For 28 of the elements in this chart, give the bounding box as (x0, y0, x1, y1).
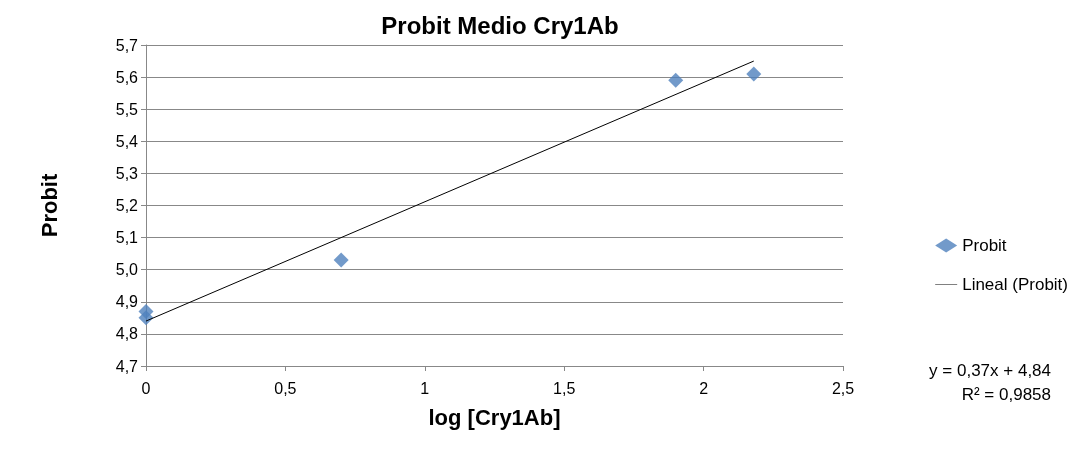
y-tick-label: 4,7 (115, 357, 139, 375)
x-tick-label: 2,5 (831, 379, 855, 397)
text: R² = 0,9858 (961, 385, 1051, 404)
x-axis-title: log [Cry1Ab] (428, 404, 561, 430)
x-tick-label: 2 (699, 379, 709, 397)
point (333, 252, 349, 268)
text: y = 0,37x + 4,84 (929, 361, 1051, 380)
point (668, 72, 684, 88)
y-tick-label: 4,8 (115, 325, 139, 343)
legend-label: Probit (962, 236, 1007, 255)
y-tick-label: 5,1 (115, 229, 139, 247)
x-tick-label: 0,5 (274, 379, 297, 397)
y-tick-label: 4,9 (115, 293, 139, 311)
x-tick-label: 1,5 (553, 379, 576, 397)
y-tick-label: 5,3 (115, 164, 139, 182)
x-tick-label: 1 (420, 379, 430, 397)
point (746, 66, 762, 82)
y-tick-label: 5,5 (115, 100, 139, 118)
y-tick-label: 5,2 (115, 197, 139, 214)
y-tick-label: 5,6 (115, 68, 139, 86)
y-tick-label: 5,4 (115, 132, 139, 150)
x-tick-label: 0 (141, 379, 151, 397)
legend-label: Lineal (Probit) (962, 275, 1068, 294)
y-axis-title: Probit (36, 173, 62, 238)
y-tick-label: 5,0 (115, 261, 139, 279)
y-tick-label: 5,7 (115, 36, 139, 54)
chart-title: Probit Medio Cry1Ab (381, 11, 619, 39)
point (138, 310, 154, 326)
